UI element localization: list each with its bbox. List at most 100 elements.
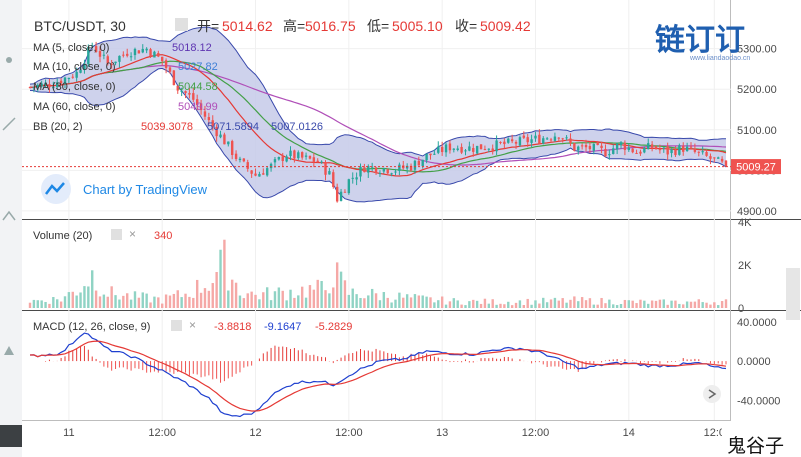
candle-body — [623, 142, 627, 151]
volume-bar — [102, 294, 106, 308]
volume-bar — [724, 299, 728, 308]
symbol-title[interactable]: BTC/USDT, 30 — [34, 18, 126, 34]
volume-bar — [137, 297, 141, 308]
volume-bar — [332, 287, 335, 308]
candle-body — [522, 135, 526, 138]
candle-body — [312, 157, 316, 162]
volume-label[interactable]: Volume (20) — [33, 230, 92, 242]
volume-bar — [308, 285, 312, 308]
low-value: 5005.10 — [392, 18, 443, 34]
candle-body — [545, 138, 549, 140]
volume-bar — [569, 299, 572, 308]
macd-close-icon[interactable]: × — [189, 318, 196, 332]
candle-body — [79, 69, 82, 73]
tradingview-text[interactable]: Chart by TradingView — [83, 182, 208, 197]
candle-body — [643, 147, 646, 153]
candle-body — [246, 162, 249, 169]
candle-body — [203, 111, 207, 117]
ma60-label[interactable]: MA (60, close, 0) — [33, 101, 116, 113]
toolbar-icons[interactable] — [2, 57, 16, 355]
candle-body — [592, 143, 595, 151]
volume-bar — [514, 302, 518, 308]
volume-bar — [464, 305, 467, 308]
volume-bar — [106, 296, 109, 308]
author-name: 鬼谷子 — [727, 435, 784, 457]
ma30-label[interactable]: MA (30, close, 0) — [33, 81, 116, 93]
candle-body — [215, 126, 218, 137]
volume-close-icon[interactable]: × — [129, 227, 136, 241]
volume-bar — [223, 239, 226, 308]
crosshair-tool-icon[interactable] — [6, 57, 12, 63]
settings-icon[interactable] — [175, 18, 188, 31]
trendline-tool-icon[interactable] — [2, 117, 16, 131]
candle-body — [479, 144, 483, 150]
candle-body — [32, 87, 36, 89]
volume-bar — [635, 303, 638, 308]
candle-body — [355, 177, 358, 180]
candle-body — [670, 149, 673, 154]
ma10-label[interactable]: MA (10, close, 0) — [33, 61, 116, 73]
candle-body — [199, 103, 203, 111]
tradingview-badge[interactable]: Chart by TradingView — [41, 174, 208, 204]
volume-bar — [402, 297, 405, 308]
candle-body — [409, 165, 413, 171]
price-tick-label: 5200.00 — [737, 84, 777, 96]
pattern-tool-icon[interactable] — [2, 210, 16, 221]
volume-bar — [499, 303, 502, 308]
candle-body — [557, 137, 561, 139]
candle-body — [662, 147, 665, 149]
volume-bar — [503, 304, 506, 308]
candle-body — [300, 152, 304, 158]
candle-body — [464, 150, 467, 152]
candle-body — [483, 149, 487, 151]
volume-bar — [382, 292, 386, 308]
candle-body — [510, 139, 514, 142]
ma30-value: 5044.58 — [178, 81, 218, 93]
macd-label[interactable]: MACD (12, 26, close, 9) — [33, 321, 150, 333]
bollinger-band-fill — [30, 27, 726, 202]
volume-bar — [367, 295, 370, 308]
magnet-icon[interactable] — [0, 425, 22, 447]
left-toolbar[interactable] — [0, 0, 22, 457]
candle-body — [122, 54, 125, 56]
pencil-tool-icon[interactable] — [4, 346, 14, 355]
volume-settings-icon[interactable] — [111, 229, 122, 240]
volume-bar — [394, 299, 397, 308]
volume-bar — [437, 300, 440, 308]
volume-bar — [281, 290, 284, 308]
candle-body — [569, 138, 572, 144]
volume-bar — [269, 300, 273, 308]
open-label: 开= — [197, 18, 219, 34]
volume-bar — [507, 301, 510, 308]
volume-bar — [273, 291, 277, 308]
volume-bar — [246, 293, 249, 308]
candle-body — [452, 148, 456, 150]
go-to-date-icon[interactable] — [703, 385, 721, 403]
candle-body — [518, 137, 522, 146]
volume-bar — [717, 305, 720, 308]
volume-bar — [472, 299, 475, 308]
candle-body — [83, 63, 86, 71]
candle-body — [98, 51, 102, 57]
scale-toggle[interactable] — [786, 268, 800, 320]
macd-settings-icon[interactable] — [171, 320, 182, 331]
volume-bar — [94, 290, 98, 308]
candle-body — [367, 166, 370, 173]
bb-low-value: 5007.0126 — [271, 121, 323, 133]
volume-bar — [557, 300, 561, 308]
candle-body — [48, 84, 51, 88]
volume-bar — [596, 304, 599, 308]
low-label: 低= — [367, 18, 389, 34]
volume-bar — [168, 295, 172, 308]
close-value: 5009.42 — [480, 18, 531, 34]
volume-bar — [98, 296, 102, 308]
indicator-legend: MA (5, close, 0) 5018.12 MA (10, close, … — [33, 42, 323, 133]
bb-label[interactable]: BB (20, 2) — [33, 121, 83, 133]
volume-bar — [230, 279, 234, 308]
volume-bar — [386, 297, 389, 308]
candle-body — [223, 134, 226, 145]
candle-body — [56, 82, 59, 87]
candle-body — [429, 153, 432, 156]
ma5-label[interactable]: MA (5, close, 0) — [33, 42, 109, 54]
